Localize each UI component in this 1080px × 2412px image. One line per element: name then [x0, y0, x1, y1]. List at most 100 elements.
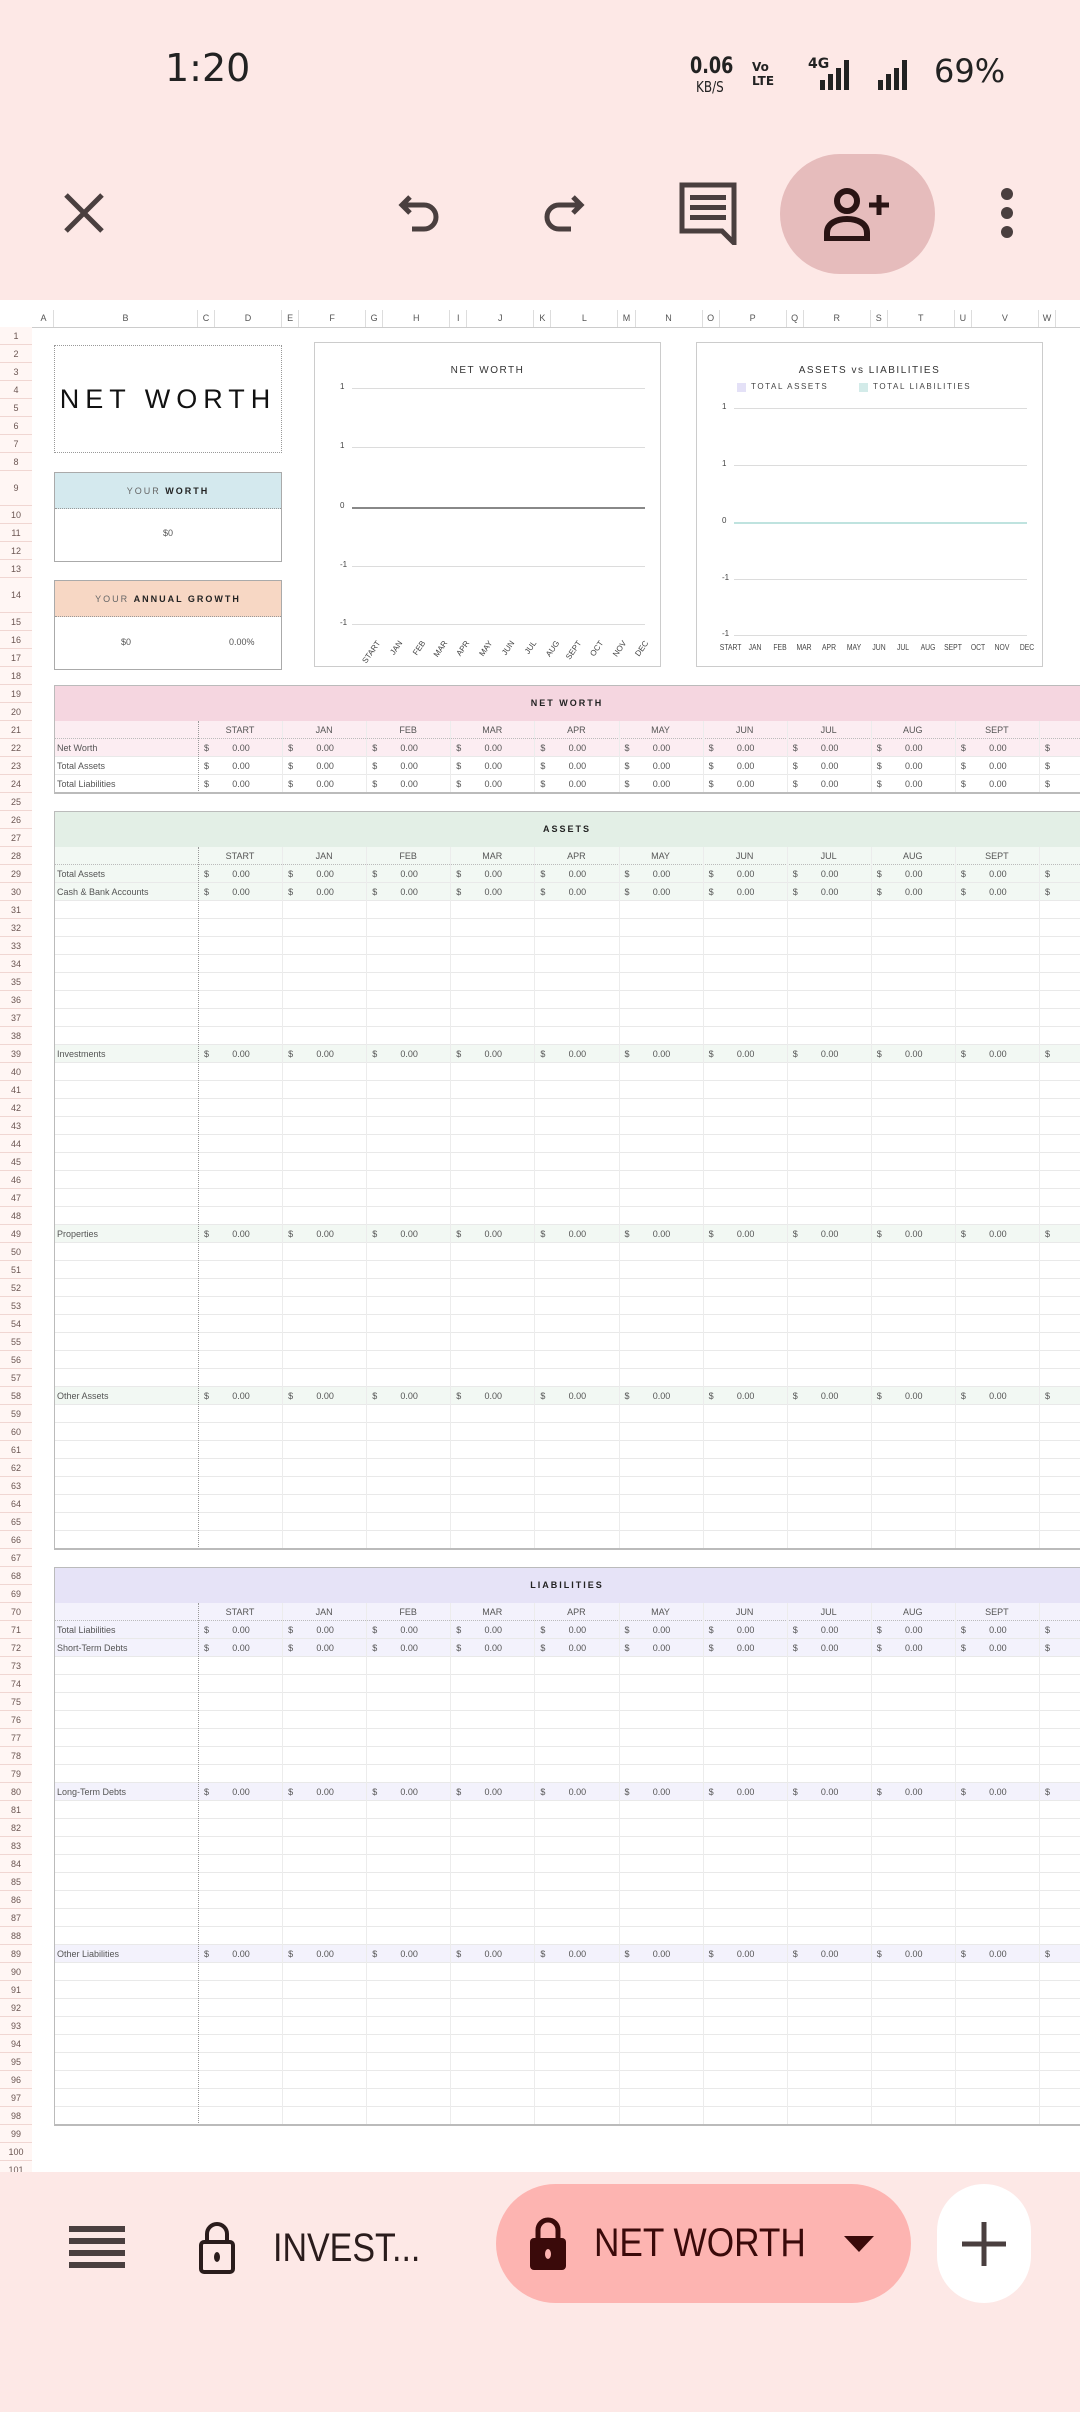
amount-cell[interactable]: 0.00: [232, 761, 250, 771]
amount-cell[interactable]: 0.00: [652, 743, 671, 753]
amount-cell[interactable]: 0.00: [736, 1643, 755, 1653]
amount-cell[interactable]: 0.00: [232, 1787, 250, 1797]
amount-cell[interactable]: 0.00: [820, 869, 839, 879]
row-header[interactable]: 58: [0, 1387, 32, 1405]
add-sheet-button[interactable]: [937, 2184, 1031, 2303]
row-header[interactable]: 71: [0, 1621, 32, 1639]
amount-cell[interactable]: 0.00: [400, 743, 418, 753]
row-header[interactable]: 52: [0, 1279, 32, 1297]
close-icon[interactable]: [54, 183, 114, 243]
row-header[interactable]: 62: [0, 1459, 32, 1477]
row-header[interactable]: 87: [0, 1909, 32, 1927]
row-header[interactable]: 94: [0, 2035, 32, 2053]
row-header[interactable]: 12: [0, 542, 32, 560]
amount-cell[interactable]: 0.00: [484, 1229, 503, 1239]
amount-cell[interactable]: 0.00: [568, 887, 587, 897]
amount-cell[interactable]: 0.00: [905, 869, 923, 879]
row-header[interactable]: 82: [0, 1819, 32, 1837]
row-header[interactable]: 78: [0, 1747, 32, 1765]
row-header[interactable]: 70: [0, 1603, 32, 1621]
amount-cell[interactable]: 0.00: [568, 1643, 587, 1653]
row-header[interactable]: 25: [0, 793, 32, 811]
amount-cell[interactable]: 0.00: [316, 761, 334, 771]
amount-cell[interactable]: 0.00: [652, 1949, 671, 1959]
amount-cell[interactable]: 0.00: [652, 1229, 671, 1239]
row-header[interactable]: 45: [0, 1153, 32, 1171]
amount-cell[interactable]: 0.00: [400, 1643, 418, 1653]
column-header-T[interactable]: T: [887, 310, 955, 327]
amount-cell[interactable]: 0.00: [652, 1787, 671, 1797]
row-header[interactable]: 13: [0, 560, 32, 578]
row-header[interactable]: 16: [0, 631, 32, 649]
amount-cell[interactable]: 0.00: [736, 1949, 755, 1959]
row-header[interactable]: 76: [0, 1711, 32, 1729]
row-header[interactable]: 54: [0, 1315, 32, 1333]
amount-cell[interactable]: 0.00: [484, 1625, 503, 1635]
amount-cell[interactable]: 0.00: [905, 1787, 923, 1797]
amount-cell[interactable]: 0.00: [905, 887, 923, 897]
amount-cell[interactable]: 0.00: [905, 1949, 923, 1959]
amount-cell[interactable]: 0.00: [820, 1787, 839, 1797]
row-header[interactable]: 5: [0, 399, 32, 417]
row-header[interactable]: 9: [0, 471, 32, 506]
column-header-G[interactable]: G: [366, 310, 384, 327]
row-header[interactable]: 35: [0, 973, 32, 991]
row-header[interactable]: 18: [0, 667, 32, 685]
amount-cell[interactable]: 0.00: [905, 743, 923, 753]
amount-cell[interactable]: 0.00: [989, 1229, 1007, 1239]
row-header[interactable]: 86: [0, 1891, 32, 1909]
amount-cell[interactable]: 0.00: [568, 779, 587, 789]
sheet-tab-net-worth[interactable]: NET WORTH: [496, 2184, 911, 2303]
amount-cell[interactable]: 0.00: [652, 779, 671, 789]
row-header[interactable]: 43: [0, 1117, 32, 1135]
row-header[interactable]: 80: [0, 1783, 32, 1801]
sheet-tab-invest[interactable]: INVEST...: [195, 2212, 446, 2284]
amount-cell[interactable]: 0.00: [736, 1625, 755, 1635]
amount-cell[interactable]: 0.00: [400, 1949, 418, 1959]
row-header[interactable]: 38: [0, 1027, 32, 1045]
row-header[interactable]: 66: [0, 1531, 32, 1549]
row-header[interactable]: 22: [0, 739, 32, 757]
amount-cell[interactable]: 0.00: [820, 1229, 839, 1239]
row-header[interactable]: 1: [0, 327, 32, 345]
column-header-M[interactable]: M: [618, 310, 636, 327]
amount-cell[interactable]: 0.00: [316, 869, 334, 879]
amount-cell[interactable]: 0.00: [989, 1787, 1007, 1797]
amount-cell[interactable]: 0.00: [989, 1625, 1007, 1635]
row-header[interactable]: 2: [0, 345, 32, 363]
column-header-O[interactable]: O: [702, 310, 720, 327]
amount-cell[interactable]: 0.00: [484, 743, 503, 753]
amount-cell[interactable]: 0.00: [568, 761, 587, 771]
row-header[interactable]: 57: [0, 1369, 32, 1387]
row-header[interactable]: 34: [0, 955, 32, 973]
row-header[interactable]: 24: [0, 775, 32, 793]
row-header[interactable]: 79: [0, 1765, 32, 1783]
row-header[interactable]: 21: [0, 721, 32, 739]
row-header[interactable]: 49: [0, 1225, 32, 1243]
row-header[interactable]: 97: [0, 2089, 32, 2107]
row-header[interactable]: 89: [0, 1945, 32, 1963]
share-button[interactable]: [780, 154, 935, 274]
row-header[interactable]: 23: [0, 757, 32, 775]
amount-cell[interactable]: 0.00: [232, 1643, 250, 1653]
amount-cell[interactable]: 0.00: [820, 761, 839, 771]
row-header[interactable]: 4: [0, 381, 32, 399]
amount-cell[interactable]: 0.00: [736, 1229, 755, 1239]
amount-cell[interactable]: 0.00: [905, 1391, 923, 1401]
amount-cell[interactable]: 0.00: [316, 1787, 334, 1797]
amount-cell[interactable]: 0.00: [484, 761, 503, 771]
amount-cell[interactable]: 0.00: [989, 1643, 1007, 1653]
row-header[interactable]: 93: [0, 2017, 32, 2035]
amount-cell[interactable]: 0.00: [400, 1625, 418, 1635]
amount-cell[interactable]: 0.00: [568, 1391, 587, 1401]
row-header[interactable]: 51: [0, 1261, 32, 1279]
row-header[interactable]: 88: [0, 1927, 32, 1945]
amount-cell[interactable]: 0.00: [820, 779, 839, 789]
row-header[interactable]: 91: [0, 1981, 32, 1999]
amount-cell[interactable]: 0.00: [484, 1787, 503, 1797]
row-header[interactable]: 29: [0, 865, 32, 883]
amount-cell[interactable]: 0.00: [905, 761, 923, 771]
amount-cell[interactable]: 0.00: [316, 1391, 334, 1401]
row-header[interactable]: 67: [0, 1549, 32, 1567]
amount-cell[interactable]: 0.00: [736, 887, 755, 897]
